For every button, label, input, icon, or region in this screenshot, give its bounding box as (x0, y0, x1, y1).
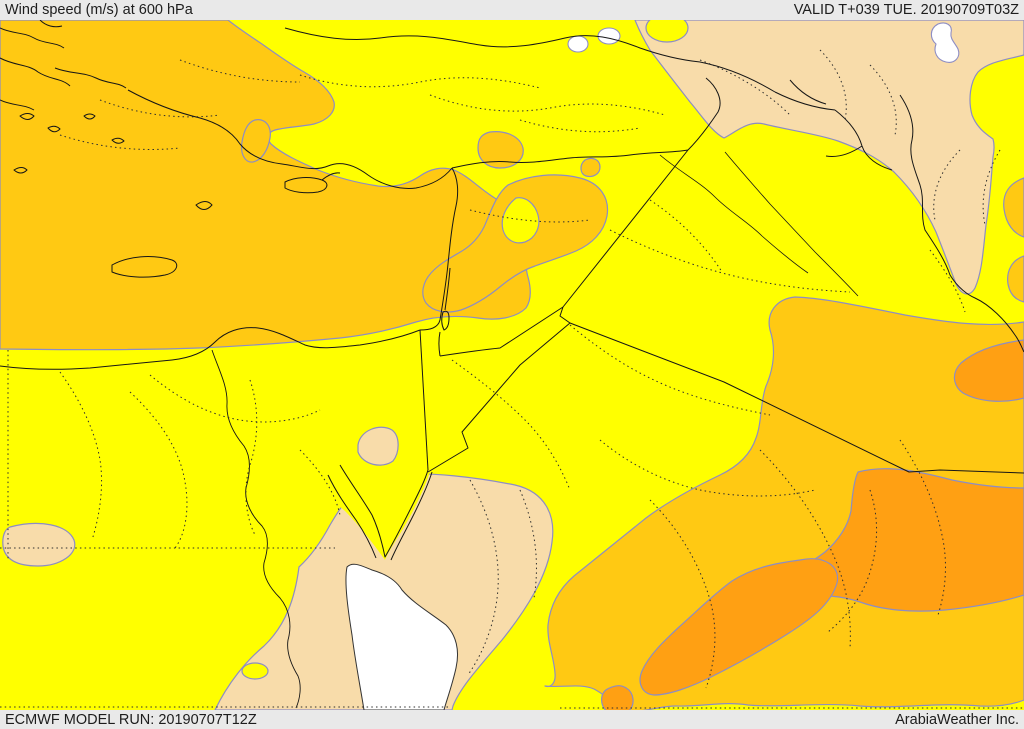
dotted-arabia (451, 324, 946, 689)
dotted-admin-lines (0, 49, 1024, 709)
top-info-bar: Wind speed (m/s) at 600 hPa VALID T+039 … (0, 0, 1024, 20)
turkey-south-coast (127, 89, 453, 189)
cyprus-island (284, 172, 341, 194)
black-sea-coast (284, 27, 776, 93)
orange-region-main (788, 468, 1024, 612)
caucasus-borders (687, 77, 836, 151)
jordan-river-deadsea (438, 267, 451, 357)
wind-speed-map (0, 20, 1024, 710)
levant-coast (419, 167, 459, 331)
white-lake-van (597, 27, 621, 45)
gold-blob-tiny (580, 157, 601, 178)
nile-river (211, 349, 301, 709)
aegean-islands (13, 113, 125, 174)
dotted-anatolia (59, 59, 666, 150)
gold-region-northwest (0, 20, 533, 351)
dotted-syria (469, 199, 851, 293)
band-orange-regions (601, 339, 1024, 710)
valid-time-label: VALID T+039 TUE. 20190709T03Z (793, 2, 1019, 18)
sinai-gulf-coasts (327, 464, 433, 561)
dotted-redsea-flank (467, 479, 537, 676)
white-lake-urmia (930, 22, 960, 63)
gold-edge-blob-a (1003, 177, 1024, 238)
yellow-crescent-hole (501, 197, 540, 244)
gold-blob-cyprus-east (477, 131, 524, 169)
bottom-info-bar: ECMWF MODEL RUN: 20190707T12Z ArabiaWeat… (0, 710, 1024, 729)
yellow-patch-redsea (241, 662, 269, 680)
peach-blob-small (357, 426, 399, 466)
white-lake-tuz (567, 35, 589, 53)
orange-region-south-arc (639, 558, 839, 696)
white-red-sea (345, 563, 459, 710)
dotted-bottom-edge (0, 706, 1024, 709)
egypt-coast-delta (0, 327, 421, 370)
peach-region-northeast (634, 20, 1024, 295)
gold-edge-blob-b (1007, 255, 1024, 303)
peach-blob-west (2, 522, 76, 567)
yellow-overlays (241, 20, 689, 680)
euphrates-tigris-rivers (659, 151, 859, 297)
gold-region-syria (422, 174, 609, 313)
aegean-coast (0, 57, 127, 111)
model-run-label: ECMWF MODEL RUN: 20190707T12Z (5, 711, 257, 728)
orange-region-gulf (953, 339, 1024, 402)
orange-blob-small (601, 685, 634, 710)
map-title: Wind speed (m/s) at 600 hPa (5, 2, 193, 18)
yellow-patch-top (645, 20, 689, 43)
iraq-iran-border (899, 94, 1024, 353)
israel-egypt-border (419, 329, 429, 471)
gold-blob-rhodes (240, 119, 271, 163)
nw-corner-coast (0, 20, 65, 49)
brand-label: ArabiaWeather Inc. (895, 711, 1019, 728)
crete-rhodes-islands (111, 201, 213, 278)
coastlines-and-borders (0, 20, 1024, 709)
syria-iraq-jordan-borders (427, 149, 1024, 474)
yellow-sinai-wedge (298, 466, 430, 560)
